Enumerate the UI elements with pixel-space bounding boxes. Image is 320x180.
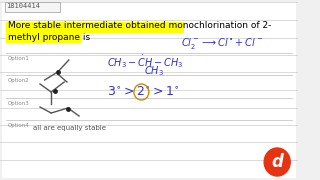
Text: 18104414: 18104414	[6, 3, 41, 9]
Text: methyl propane is: methyl propane is	[8, 33, 91, 42]
Text: Option4: Option4	[7, 123, 29, 128]
Text: Option3: Option3	[7, 101, 29, 106]
FancyBboxPatch shape	[6, 31, 81, 42]
Text: $CH_3 - \dot{C}H - CH_3$: $CH_3 - \dot{C}H - CH_3$	[107, 53, 184, 70]
Text: Option2: Option2	[7, 78, 29, 83]
Text: More stable intermediate obtained monochlorination of 2-: More stable intermediate obtained monoch…	[8, 21, 272, 30]
FancyBboxPatch shape	[2, 2, 296, 178]
FancyBboxPatch shape	[6, 21, 184, 33]
Text: Option1: Option1	[7, 56, 29, 61]
Text: d: d	[271, 153, 283, 171]
Circle shape	[264, 148, 290, 176]
Text: $Cl_2^- \longrightarrow Cl^{\bullet} + Cl^-$: $Cl_2^- \longrightarrow Cl^{\bullet} + C…	[181, 35, 264, 51]
FancyBboxPatch shape	[5, 2, 60, 12]
Text: $CH_3$: $CH_3$	[144, 64, 164, 78]
Text: $3^{\circ} > 2^{\circ} > 1^{\circ}$: $3^{\circ} > 2^{\circ} > 1^{\circ}$	[107, 86, 180, 99]
Text: all are equally stable: all are equally stable	[33, 125, 106, 131]
